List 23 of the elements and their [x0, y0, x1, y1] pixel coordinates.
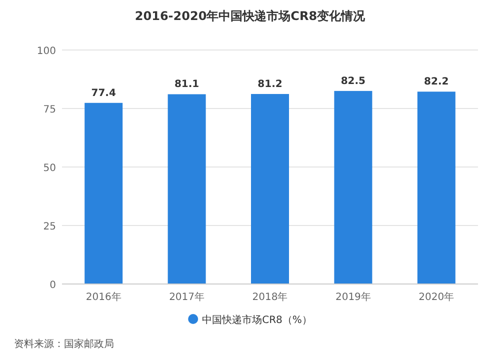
- x-tick-label: 2016年: [86, 291, 122, 303]
- data-label: 77.4: [91, 88, 116, 99]
- x-tick-label: 2018年: [252, 291, 288, 303]
- x-tick-label: 2020年: [418, 291, 454, 303]
- y-tick-label: 25: [43, 222, 56, 232]
- bar: [251, 94, 289, 284]
- data-label: 82.2: [424, 76, 449, 88]
- bar: [168, 94, 206, 284]
- legend-label: 中国快递市场CR8（%）: [202, 314, 312, 326]
- data-label: 82.5: [340, 76, 366, 87]
- y-tick-label: 0: [50, 280, 56, 291]
- data-label: 81.2: [258, 78, 282, 90]
- y-tick-label: 50: [43, 163, 56, 174]
- data-label: 81.1: [174, 79, 200, 90]
- bar: [417, 92, 456, 284]
- chart-title: 2016-2020年中国快递市场CR8变化情况: [134, 9, 366, 23]
- y-tick-label: 75: [43, 104, 56, 116]
- bar: [84, 102, 123, 284]
- bar: [334, 90, 372, 284]
- x-tick-label: 2019年: [335, 291, 371, 303]
- x-tick-label: 2017年: [169, 291, 205, 303]
- text: 资料来源：国家邮政局: [14, 338, 114, 350]
- y-tick-label: 100: [36, 46, 56, 57]
